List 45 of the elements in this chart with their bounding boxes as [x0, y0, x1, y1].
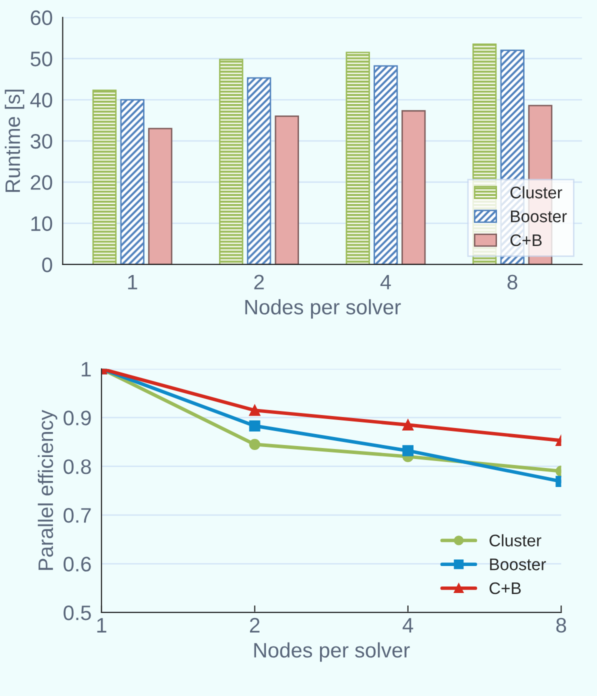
bar — [92, 90, 117, 264]
y-tick-label: 1 — [82, 362, 91, 376]
bar — [219, 58, 244, 264]
x-tick-label: 1 — [97, 618, 106, 632]
y-tick-label: 0.8 — [64, 459, 91, 474]
point — [249, 404, 260, 416]
bar — [246, 77, 272, 264]
x-tick-label: 2 — [250, 618, 260, 632]
y-tick-label: 30 — [30, 134, 52, 149]
point — [249, 438, 260, 450]
bar — [374, 65, 398, 264]
bar — [148, 128, 172, 264]
y-axis-title: Parallel efficiency — [38, 410, 58, 570]
x-axis-title: Nodes per solver — [254, 642, 410, 662]
y-axis-title: Runtime [s] — [4, 90, 24, 192]
y-tick-label: 0.6 — [64, 556, 91, 572]
x-tick-label: 8 — [556, 618, 566, 633]
legend-label: Cluster — [510, 186, 562, 198]
bar — [401, 110, 426, 264]
point — [402, 419, 414, 430]
y-tick-label: 0.7 — [64, 508, 91, 523]
y-tick-label: 20 — [30, 175, 52, 190]
y-tick-label: 40 — [30, 92, 52, 108]
y-tick-label: 50 — [30, 52, 52, 66]
x-tick-label: 4 — [402, 618, 414, 632]
point — [249, 420, 260, 432]
x-tick-label: 8 — [508, 274, 518, 290]
y-tick-label: 0 — [42, 257, 52, 272]
x-tick-label: 4 — [380, 274, 391, 290]
legend-label: Booster — [511, 210, 567, 222]
bar — [346, 52, 370, 264]
bar — [274, 116, 300, 264]
x-tick-label: 1 — [128, 274, 138, 290]
x-tick-label: 2 — [254, 274, 264, 290]
legend-label: Cluster — [490, 534, 542, 546]
x-axis-title: Nodes per solver — [245, 299, 401, 319]
y-tick-label: 60 — [30, 10, 52, 26]
point — [402, 445, 414, 456]
y-tick-label: 0.9 — [64, 410, 91, 426]
legend-label: C+B — [490, 582, 521, 594]
y-tick-label: 10 — [31, 216, 52, 232]
legend-label: C+B — [510, 234, 542, 246]
bar — [120, 99, 144, 264]
y-tick-label: 0.5 — [64, 605, 91, 620]
legend-label: Booster — [490, 558, 546, 570]
